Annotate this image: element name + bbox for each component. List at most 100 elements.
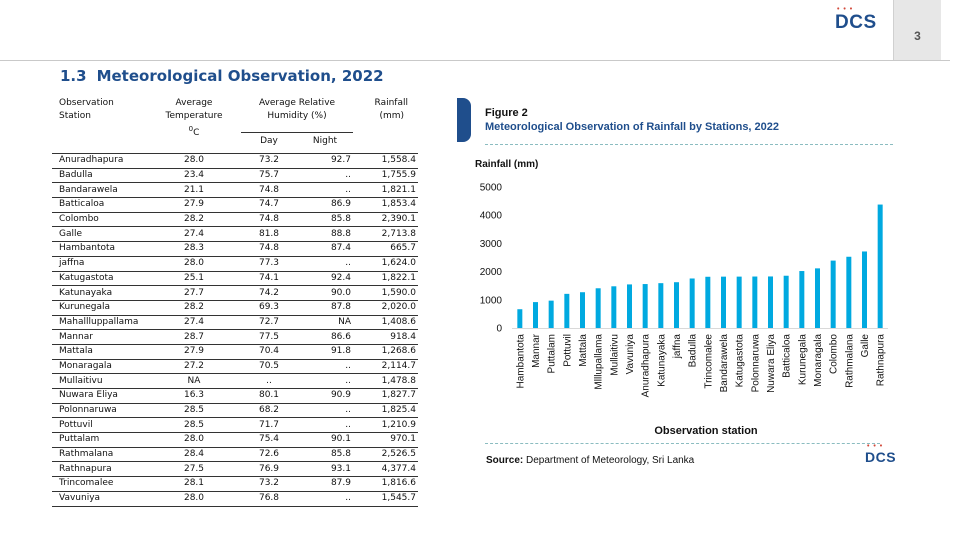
bar <box>783 275 789 328</box>
x-tick-label: Bandarawela <box>719 334 730 393</box>
section-number: 1.3 <box>60 67 87 85</box>
table-row: Anuradhapura 28.0 73.2 92.7 1,558.4 <box>52 153 418 169</box>
cell-rain: 918.4 <box>353 329 418 345</box>
cell-rain: 2,713.8 <box>353 226 418 242</box>
table-row: Polonnaruwa 28.5 68.2.. 1,825.4 <box>52 402 418 418</box>
cell-night: 87.4 <box>297 241 353 257</box>
cell-temp: 28.7 <box>147 329 241 345</box>
cell-temp: 28.2 <box>147 299 241 316</box>
bar <box>862 251 867 328</box>
cell-day: 74.8 <box>241 241 297 257</box>
cell-temp: 28.0 <box>147 432 241 448</box>
cell-day: 74.8 <box>241 211 297 227</box>
cell-night: .. <box>297 182 353 198</box>
table-row: Pottuvil 28.5 71.7.. 1,210.9 <box>52 417 418 433</box>
x-tick-label: Nuwara Eliya <box>766 334 777 393</box>
bar <box>533 302 538 328</box>
cell-rain: 4,377.4 <box>353 461 418 477</box>
x-tick-label: Vavuniya <box>625 334 636 375</box>
figure-accent-bar <box>457 98 471 142</box>
cell-night: .. <box>297 358 353 374</box>
x-tick-label: Mattala <box>578 334 589 367</box>
table-row: Trincomalee 28.1 73.2 87.9 1,816.6 <box>52 476 418 492</box>
x-tick-label: Pottuvil <box>562 334 573 367</box>
bar <box>627 284 632 328</box>
cell-rain: 2,526.5 <box>353 446 418 462</box>
cell-rain: 1,755.9 <box>353 167 418 183</box>
bar <box>721 276 726 328</box>
cell-rain: 665.7 <box>353 241 418 257</box>
cell-station: Mullaitivu <box>52 373 147 389</box>
cell-station: Galle <box>52 226 147 242</box>
page-number: 3 <box>914 29 921 43</box>
bar <box>830 260 836 328</box>
cell-station: Katugastota <box>52 270 147 286</box>
cell-station: Monaragala <box>52 358 147 374</box>
cell-day: 70.4 <box>241 343 297 360</box>
bar <box>658 283 664 328</box>
cell-night: 92.4 <box>297 270 353 286</box>
y-tick-label: 5000 <box>480 183 503 194</box>
col-header-humidity: Average Relative Humidity (%) <box>258 98 336 121</box>
bar <box>611 286 617 328</box>
cell-day: 75.4 <box>241 432 297 448</box>
cell-rain: 1,545.7 <box>353 490 418 507</box>
cell-night: .. <box>297 167 353 183</box>
cell-day: 74.7 <box>241 197 297 213</box>
y-axis-title: Rainfall (mm) <box>475 159 538 170</box>
cell-day: 73.2 <box>241 476 297 492</box>
cell-rain: 1,624.0 <box>353 255 418 271</box>
figure-source: Source: Department of Meteorology, Sri L… <box>486 455 695 466</box>
x-tick-label: Rathmalana <box>844 334 855 388</box>
cell-rain: 2,390.1 <box>353 211 418 227</box>
table-row: Nuwara Eliya 16.3 80.1 90.9 1,827.7 <box>52 388 418 404</box>
figure-label: Figure 2 <box>485 107 528 119</box>
cell-night: 86.6 <box>297 329 353 345</box>
cell-day: 74.2 <box>241 285 297 301</box>
cell-rain: 1,478.8 <box>353 373 418 389</box>
cell-rain: 1,825.4 <box>353 402 418 418</box>
col-header-day: Day <box>241 132 297 154</box>
cell-temp: 27.5 <box>147 461 241 477</box>
logo-dots-icon: • • • <box>837 6 854 13</box>
x-tick-label: Mlllupallama <box>594 334 605 390</box>
cell-day: 68.2 <box>241 402 297 418</box>
cell-station: Nuwara Eliya <box>52 388 147 404</box>
cell-station: Colombo <box>52 211 147 227</box>
x-tick-label: Monaragala <box>813 334 824 387</box>
y-tick-label: 3000 <box>480 239 503 250</box>
cell-temp: 27.9 <box>147 343 241 360</box>
table-row: Kurunegala 28.2 69.3 87.8 2,020.0 <box>52 299 418 316</box>
observation-table: Observation Station Average Temperature 0C… <box>52 97 418 507</box>
cell-temp: 28.5 <box>147 417 241 433</box>
cell-temp: NA <box>147 373 241 389</box>
cell-temp: 21.1 <box>147 182 241 198</box>
table-row: Katugastota 25.1 74.1 92.4 1,822.1 <box>52 270 418 286</box>
table-row: Galle 27.4 81.8 88.8 2,713.8 <box>52 226 418 242</box>
cell-station: Mannar <box>52 329 147 345</box>
cell-rain: 1,268.6 <box>353 343 418 360</box>
section-title: 1.3 Meteorological Observation, 2022 <box>60 67 384 85</box>
section-title-text: Meteorological Observation, 2022 <box>96 67 384 85</box>
cell-night: .. <box>297 490 353 507</box>
x-tick-label: Batticaloa <box>782 334 793 378</box>
cell-temp: 28.0 <box>147 255 241 271</box>
x-tick-label: Badulla <box>688 334 699 368</box>
cell-day: 77.5 <box>241 329 297 345</box>
x-tick-label: Hambantota <box>515 334 526 389</box>
cell-station: Mahallluppallama <box>52 314 147 330</box>
figure-bottom-divider <box>485 443 880 444</box>
cell-temp: 28.3 <box>147 241 241 257</box>
table-body: Anuradhapura 28.0 73.2 92.7 1,558.4 Badulla 23… <box>52 153 418 507</box>
cell-temp: 27.7 <box>147 285 241 301</box>
table-row: Bandarawela 21.1 74.8.. 1,821.1 <box>52 182 418 198</box>
bar <box>846 256 852 328</box>
cell-night: 87.9 <box>297 476 353 492</box>
cell-day: 71.7 <box>241 417 297 433</box>
cell-day: 76.9 <box>241 461 297 477</box>
cell-station: Puttalam <box>52 432 147 448</box>
cell-rain: 2,114.7 <box>353 358 418 374</box>
x-tick-label: Katugastota <box>735 334 746 388</box>
cell-temp: 28.5 <box>147 402 241 418</box>
cell-station: Mattala <box>52 343 147 360</box>
